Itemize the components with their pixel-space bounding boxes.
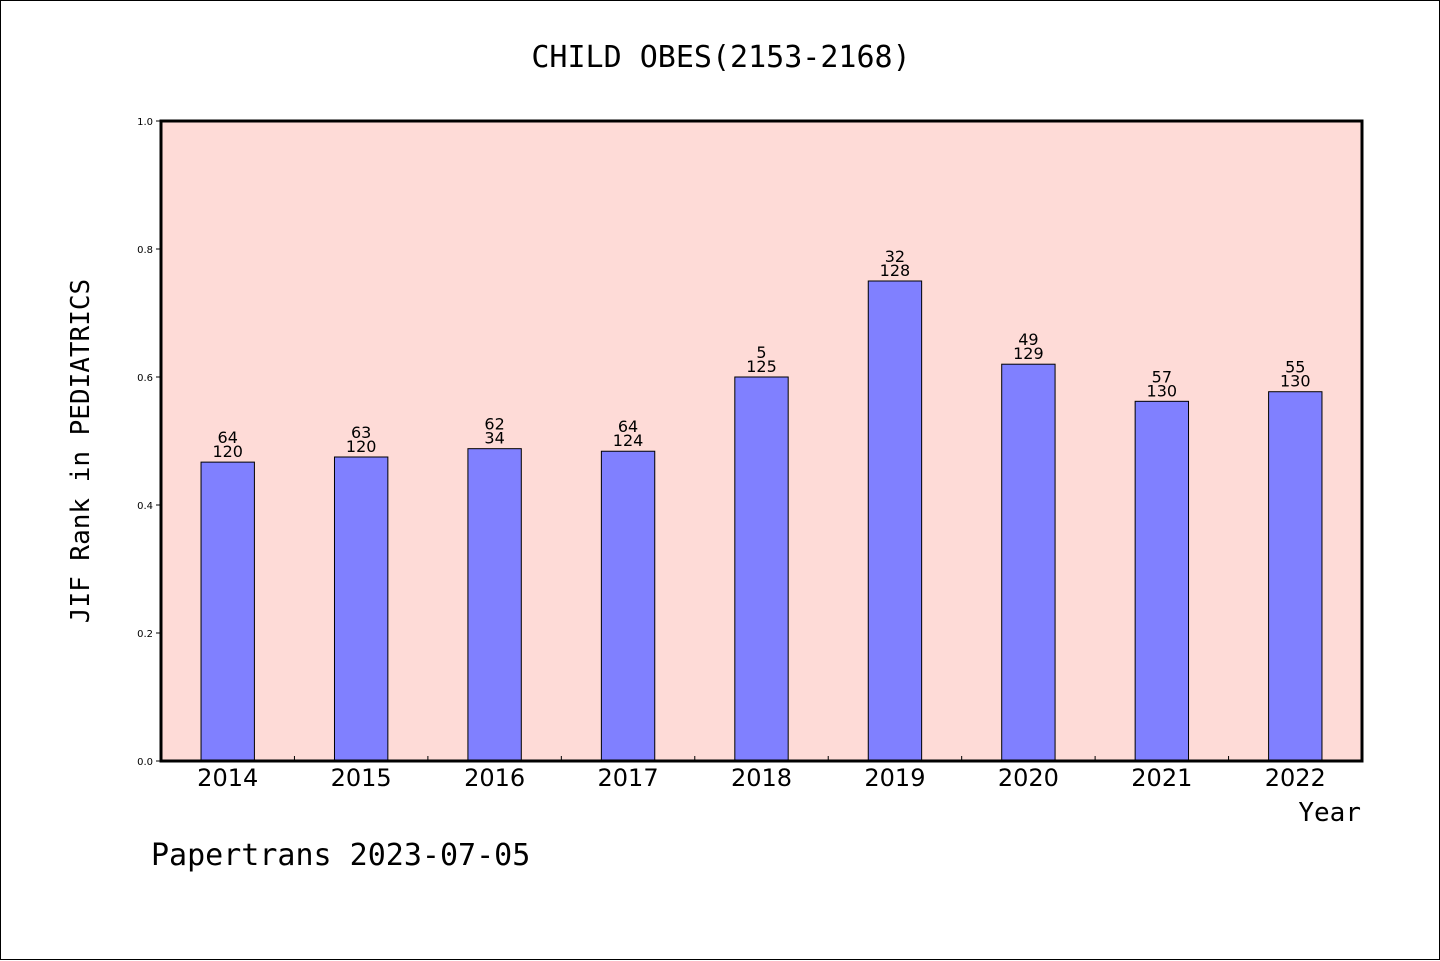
data-label-rank-2020: 49 — [1018, 330, 1038, 349]
data-label-rank-2018: 5 — [756, 343, 766, 362]
x-tick-label-2015: 2015 — [331, 764, 392, 792]
data-label-total-2020: 129 — [1013, 344, 1044, 363]
data-label-total-2021: 130 — [1147, 381, 1178, 400]
data-label-rank-2015: 63 — [351, 423, 371, 442]
x-axis-label: Year — [1298, 798, 1361, 828]
data-label-total-2017: 124 — [613, 431, 644, 450]
y-tick-label: 0.0 — [137, 757, 153, 768]
x-tick-label-2020: 2020 — [998, 764, 1059, 792]
footer-watermark: Papertrans 2023-07-05 — [151, 838, 530, 873]
y-tick-label: 0.2 — [137, 629, 153, 640]
x-tick-label-2018: 2018 — [731, 764, 792, 792]
x-tick-label-2019: 2019 — [864, 764, 925, 792]
data-label-total-2014: 120 — [212, 442, 243, 461]
data-label-total-2018: 125 — [746, 357, 777, 376]
x-tick-label-2016: 2016 — [464, 764, 525, 792]
data-label-rank-2016: 62 — [484, 415, 504, 434]
x-axis: 2014 2015 2016 2017 2018 2019 2020 2021 2022 — [197, 756, 1326, 792]
data-label-rank-2017: 64 — [618, 417, 638, 436]
data-labels-layer: 6412063120623464124512532128491295713055… — [212, 247, 1310, 461]
y-tick-label: 1.0 — [137, 117, 153, 128]
y-tick-label: 0.4 — [137, 501, 153, 512]
bar-2022 — [1268, 391, 1323, 762]
data-label-rank-2022: 55 — [1285, 358, 1305, 377]
data-label-total-2016: 34 — [484, 429, 504, 448]
data-label-total-2022: 130 — [1280, 372, 1311, 391]
bar-2017 — [600, 450, 656, 762]
x-tick-label-2022: 2022 — [1265, 764, 1326, 792]
x-tick-label-2014: 2014 — [197, 764, 258, 792]
data-label-total-2015: 120 — [346, 437, 377, 456]
bar-2019 — [867, 280, 923, 762]
data-label-rank-2021: 57 — [1152, 367, 1172, 386]
x-tick-label-2021: 2021 — [1131, 764, 1192, 792]
bar-2021 — [1134, 400, 1190, 762]
bar-2020 — [1001, 363, 1056, 762]
x-tick-label-2017: 2017 — [598, 764, 659, 792]
bars-layer — [200, 280, 1323, 762]
plot-frame — [159, 119, 1364, 763]
data-label-total-2019: 128 — [880, 261, 911, 280]
y-axis: 0.0 0.2 0.4 0.6 0.8 1.0 — [137, 117, 161, 768]
y-tick-label: 0.6 — [137, 373, 153, 384]
bar-2015 — [333, 456, 389, 762]
data-label-rank-2014: 64 — [218, 428, 238, 447]
y-axis-label: JIF Rank in PEDIATRICS — [66, 279, 96, 623]
bar-2016 — [467, 448, 522, 762]
chart-title: CHILD OBES(2153-2168) — [531, 40, 910, 75]
y-tick-label: 0.8 — [137, 245, 153, 256]
bar-2018 — [734, 376, 789, 762]
data-label-rank-2019: 32 — [885, 247, 905, 266]
bar-2014 — [200, 461, 255, 762]
